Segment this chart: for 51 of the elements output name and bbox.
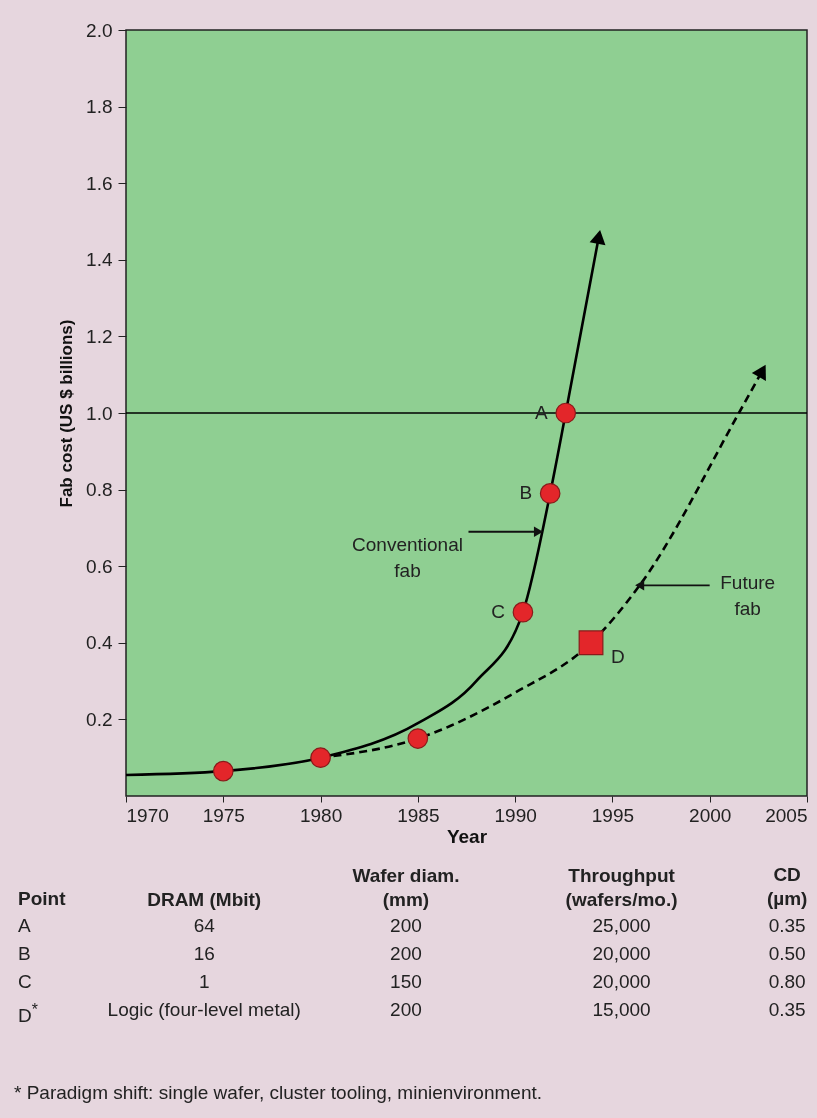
x-tick-label: 1995 [591, 804, 635, 826]
text: 16 [192, 942, 216, 966]
text: C [17, 970, 33, 994]
y-axis-title: Fab cost (US $ billions) [57, 319, 77, 508]
y-tick-label: 0.8 [86, 479, 113, 501]
text: 200 [389, 914, 423, 938]
y-tick-label: 1.0 [86, 402, 113, 424]
x-tick-label: 1980 [299, 804, 343, 826]
text: 64 [192, 914, 216, 938]
text: 0.50 [767, 942, 807, 966]
y-tick-label: 2.0 [86, 19, 113, 41]
text: D$^{*}$ [17, 1000, 39, 1029]
text: DRAM (Mbit) [146, 888, 263, 912]
text: Point [17, 887, 67, 911]
data-label: B [519, 482, 533, 504]
text: 0.35 [767, 914, 807, 938]
y-tick-label: 0.6 [86, 555, 113, 577]
x-tick-label: 1975 [202, 804, 245, 826]
annotation: Conventional fab [352, 533, 463, 581]
text: 15,000 [591, 998, 652, 1022]
x-tick-label: 1970 [126, 804, 169, 826]
x-tick-label: 2000 [689, 804, 732, 826]
text: 150 [389, 970, 423, 994]
text: 200 [389, 942, 423, 966]
text: Wafer diam. (mm) [351, 864, 461, 912]
text: 20,000 [591, 942, 652, 966]
data-label: D [611, 645, 625, 667]
x-axis-title: Year [446, 825, 488, 847]
text: * Paradigm shift: single wafer, cluster tooling, minienvironment. [14, 1082, 543, 1104]
text: 25,000 [591, 914, 652, 938]
text: A [17, 914, 32, 938]
annotation: Future fab [720, 572, 776, 620]
y-tick-label: 0.4 [86, 632, 113, 654]
text: 0.35 [767, 998, 807, 1022]
text: Throughput (wafers/mo.) [564, 864, 679, 912]
y-tick-label: 1.2 [86, 325, 113, 347]
data-label: C [491, 601, 505, 623]
x-tick-label: 1990 [494, 804, 537, 826]
y-tick-label: 1.6 [86, 172, 113, 194]
text: 20,000 [591, 970, 652, 994]
text: 1 [197, 970, 211, 994]
text: 200 [389, 998, 423, 1022]
text: CD (µm) [765, 863, 809, 911]
y-tick-label: 1.8 [86, 96, 113, 118]
text: B [17, 942, 32, 966]
y-tick-label: 0.2 [86, 708, 113, 730]
text: 0.80 [767, 970, 807, 994]
x-tick-label: 1985 [397, 804, 440, 826]
y-tick-label: 1.4 [86, 249, 113, 271]
x-tick-label: 2005 [765, 804, 808, 826]
text: Logic (four-level metal) [106, 998, 302, 1022]
